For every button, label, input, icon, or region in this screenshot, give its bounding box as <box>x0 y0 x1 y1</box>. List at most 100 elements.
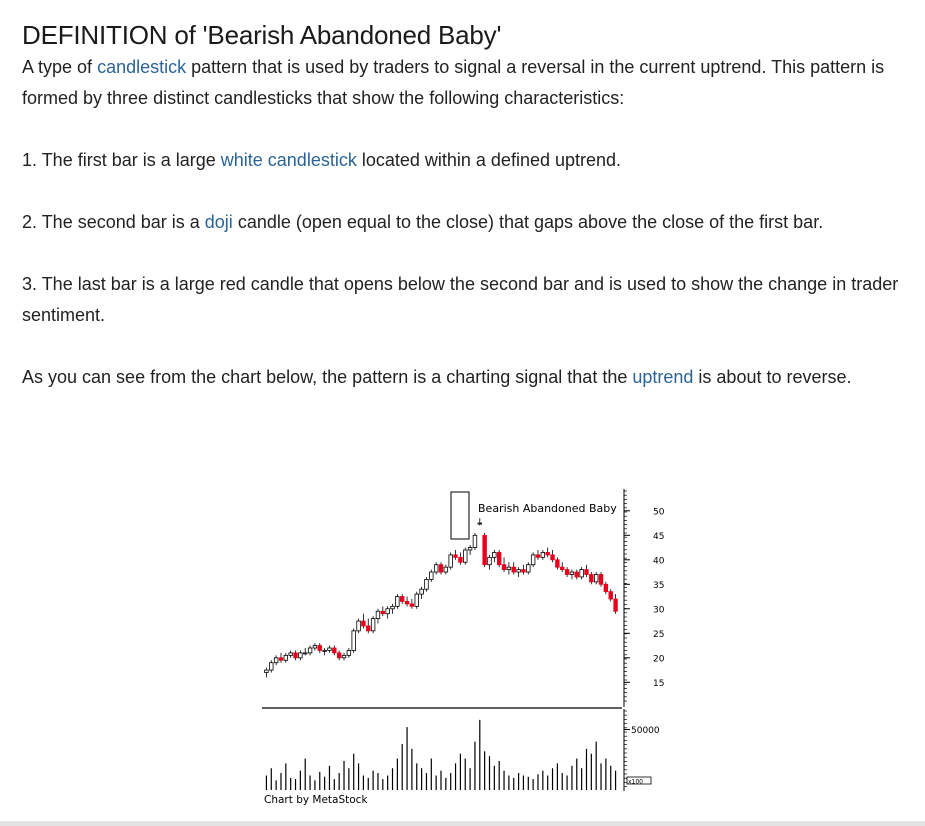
candle-body <box>438 564 444 573</box>
candle-down <box>482 532 487 568</box>
candle-body <box>303 652 308 655</box>
candle-body <box>472 534 478 548</box>
candle-up <box>298 650 303 661</box>
candlestick-link[interactable]: candlestick <box>97 57 187 77</box>
candle-up <box>312 643 318 651</box>
candle-down <box>535 550 541 560</box>
price-tick-label: 20 <box>653 654 665 664</box>
candle-down <box>278 652 284 663</box>
candle-body <box>453 554 458 558</box>
candle-body <box>526 564 531 573</box>
candle-body <box>506 566 512 571</box>
candle-down <box>598 572 604 587</box>
candle-body <box>487 556 492 566</box>
candle-down <box>603 581 609 595</box>
candle-body <box>332 647 337 654</box>
candle-body <box>264 669 269 673</box>
volume-axis: 50000 <box>623 709 660 791</box>
candle-up <box>579 567 584 580</box>
candle-up <box>526 562 531 575</box>
candle-body <box>409 603 415 607</box>
candle-down <box>458 552 463 565</box>
candle-up <box>443 564 449 575</box>
candle-body <box>550 554 555 561</box>
candle-body <box>458 556 463 563</box>
candle-body <box>283 654 289 661</box>
candle-up <box>477 518 482 526</box>
candle-body <box>530 554 536 566</box>
candle-body <box>477 522 482 525</box>
candle-body <box>341 654 347 659</box>
candle-body <box>346 650 352 656</box>
candle-up <box>288 650 293 658</box>
candle-body <box>307 647 313 654</box>
candle-up <box>516 567 521 577</box>
candle-up <box>390 603 395 614</box>
point-1: 1. The first bar is a large white candle… <box>22 145 912 176</box>
candle-body <box>273 657 279 664</box>
candle-up <box>492 550 497 563</box>
candle-down <box>555 557 560 570</box>
candle-body <box>593 574 599 583</box>
candle-body <box>608 591 613 600</box>
candle-body <box>584 569 589 575</box>
page-title: DEFINITION of 'Bearish Abandoned Baby' <box>22 20 502 50</box>
candle-down <box>332 645 337 656</box>
intro-text-end: pattern that is used by traders to signa… <box>22 57 885 108</box>
candle-up <box>472 532 478 550</box>
price-tick-label: 35 <box>653 581 664 591</box>
intro-paragraph: A type of candlestick pattern that is us… <box>22 52 912 114</box>
point-1-text-start: 1. The first bar is a large <box>22 150 221 170</box>
price-tick-label: 15 <box>653 679 664 689</box>
candle-body <box>603 583 609 593</box>
price-tick-label: 25 <box>653 630 664 640</box>
candle-body <box>269 662 274 671</box>
candle-up <box>375 608 381 624</box>
candle-down <box>404 596 410 607</box>
candle-body <box>521 569 526 573</box>
point-2: 2. The second bar is a doji candle (open… <box>22 207 912 238</box>
candle-down <box>545 547 550 558</box>
white-candlestick-link[interactable]: white candlestick <box>220 150 357 170</box>
pattern-highlight-box <box>450 491 470 540</box>
candles-group <box>264 518 618 678</box>
price-tick-label: 45 <box>653 532 664 542</box>
candle-body <box>293 652 298 659</box>
uptrend-link[interactable]: uptrend <box>632 367 694 387</box>
candle-body <box>492 552 497 558</box>
candle-body <box>433 564 439 573</box>
candle-body <box>540 552 546 558</box>
candle-body <box>351 630 356 651</box>
volume-unit-box <box>626 776 652 785</box>
candle-up <box>269 660 274 673</box>
candle-body <box>501 564 507 570</box>
candle-up <box>419 586 424 599</box>
chart-credit: Chart by MetaStock <box>264 794 368 806</box>
candle-body <box>317 645 322 651</box>
candle-up <box>341 652 347 661</box>
candle-body <box>482 534 487 566</box>
doji-link[interactable]: doji <box>204 212 233 232</box>
candle-up <box>370 616 376 634</box>
point-3-text: 3. The last bar is a large red candle th… <box>22 274 899 325</box>
closing-paragraph: As you can see from the chart below, the… <box>22 362 912 393</box>
candle-body <box>385 608 390 615</box>
candle-down <box>564 567 570 577</box>
candle-up <box>346 648 352 658</box>
price-axis: 50 45 40 35 30 25 20 15 <box>623 489 665 707</box>
point-2-text-start: 2. The second bar is a <box>22 212 205 232</box>
candle-up <box>283 652 289 663</box>
candle-body <box>516 569 521 573</box>
candle-up <box>487 554 492 570</box>
candle-down <box>400 594 405 604</box>
candle-body <box>278 657 284 661</box>
candle-up <box>356 618 361 634</box>
candle-body <box>361 620 366 627</box>
candle-body <box>370 618 376 632</box>
candle-body <box>395 596 400 607</box>
candle-down <box>336 650 342 661</box>
candle-body <box>511 566 516 573</box>
candle-down <box>574 569 579 580</box>
candle-down <box>438 562 444 575</box>
closing-text-start: As you can see from the chart below, the… <box>22 367 633 387</box>
